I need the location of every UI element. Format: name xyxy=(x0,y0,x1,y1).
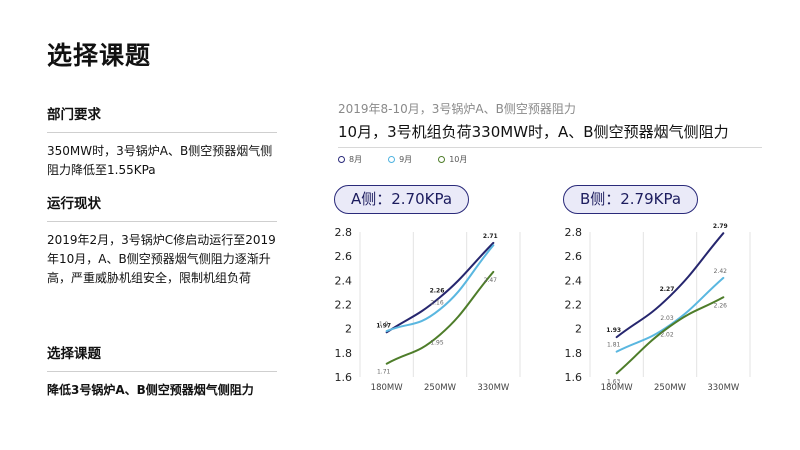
data-label: 1.95 xyxy=(430,340,444,347)
data-label: 2.79 xyxy=(713,223,728,230)
series-line xyxy=(615,296,725,375)
section-body: 降低3号锅炉A、B侧空预器烟气侧阻力 xyxy=(47,383,254,397)
y-tick-label: 2.2 xyxy=(335,299,353,312)
y-tick-label: 2.8 xyxy=(565,226,583,239)
data-label: 2.27 xyxy=(660,286,675,293)
chart-legend: 8月 9月 10月 xyxy=(338,154,467,165)
legend-label: 8月 xyxy=(349,155,363,164)
y-tick-label: 1.6 xyxy=(565,371,583,384)
x-tick-label: 180MW xyxy=(601,383,634,393)
y-tick-label: 1.8 xyxy=(335,347,353,360)
legend-marker xyxy=(338,156,345,163)
section-body: 350MW时，3号锅炉A、B侧空预器烟气侧阻力降低至1.55KPa xyxy=(47,144,273,177)
data-label: 2.02 xyxy=(660,331,674,338)
legend-item-aug: 8月 xyxy=(338,154,362,165)
chart-side-b: 1.6 1.8 2 2.2 2.4 2.6 2.8 180MW 250MW 330MW 1.93 2.… xyxy=(565,223,751,393)
series-line xyxy=(615,232,725,339)
chart-side-a: 1.6 1.8 2 2.2 2.4 2.6 2.8 180MW 250MW 330MW 1.97 2.… xyxy=(335,226,521,393)
y-tick-label: 2.4 xyxy=(565,274,583,287)
x-tick-label: 330MW xyxy=(707,383,740,393)
y-tick-label: 1.8 xyxy=(565,347,583,360)
x-tick-label: 180MW xyxy=(371,383,404,393)
data-label: 2.71 xyxy=(483,233,498,240)
chart-title: 10月，3号机组负荷330MW时，A、B侧空预器烟气侧阻力 xyxy=(338,123,729,141)
legend-marker xyxy=(388,156,396,163)
series-line xyxy=(385,241,495,334)
data-label: 1.93 xyxy=(606,327,621,334)
data-label: 2.03 xyxy=(660,315,674,322)
x-tick-label: 250MW xyxy=(424,383,457,393)
data-label: 1.97 xyxy=(376,322,391,329)
y-tick-label: 2.8 xyxy=(335,226,353,239)
legend-label: 9月 xyxy=(399,155,413,164)
side-a-badge: A侧：2.70KPa xyxy=(334,185,469,214)
legend-label: 10月 xyxy=(449,155,468,164)
legend-marker xyxy=(438,156,446,163)
section-topic-selection: 选择课题 降低3号锅炉A、B侧空预器烟气侧阻力 xyxy=(47,342,277,400)
data-label: 2.16 xyxy=(430,299,444,306)
section-heading: 运行现状 xyxy=(47,192,277,222)
section-body: 2019年2月，3号锅炉C修启动运行至2019年10月，A、B侧空预器烟气侧阻力… xyxy=(47,233,276,285)
data-label: 1.63 xyxy=(607,378,621,385)
data-label: 2.42 xyxy=(714,268,728,275)
y-tick-label: 2.4 xyxy=(335,274,353,287)
section-department-requirement: 部门要求 350MW时，3号锅炉A、B侧空预器烟气侧阻力降低至1.55KPa xyxy=(47,103,277,180)
section-heading: 部门要求 xyxy=(47,103,277,133)
chart-subtitle: 2019年8-10月，3号锅炉A、B侧空预器阻力 xyxy=(338,102,576,116)
y-tick-label: 2.6 xyxy=(565,250,583,263)
title-divider xyxy=(338,147,762,148)
data-label: 2.47 xyxy=(484,277,498,284)
data-label: 1.81 xyxy=(607,342,621,349)
y-tick-label: 2.2 xyxy=(565,299,583,312)
data-label: 1.9 xyxy=(379,321,389,328)
section-current-status: 运行现状 2019年2月，3号锅炉C修启动运行至2019年10月，A、B侧空预器… xyxy=(47,192,277,288)
series-line xyxy=(385,270,495,365)
data-label: 2.26 xyxy=(430,287,445,294)
page-title: 选择课题 xyxy=(47,41,152,70)
x-tick-label: 250MW xyxy=(654,383,687,393)
data-label: 2.26 xyxy=(714,302,728,309)
y-tick-label: 1.6 xyxy=(335,371,353,384)
legend-item-sep: 9月 xyxy=(388,154,412,165)
series-line xyxy=(385,244,495,333)
x-tick-label: 330MW xyxy=(477,383,510,393)
side-b-badge: B侧：2.79KPa xyxy=(563,185,698,214)
legend-item-oct: 10月 xyxy=(438,154,467,165)
section-heading: 选择课题 xyxy=(47,342,277,372)
y-tick-label: 2 xyxy=(575,323,582,336)
y-tick-label: 2.6 xyxy=(335,250,353,263)
y-tick-label: 2 xyxy=(345,323,352,336)
data-label: 1.71 xyxy=(377,369,391,376)
